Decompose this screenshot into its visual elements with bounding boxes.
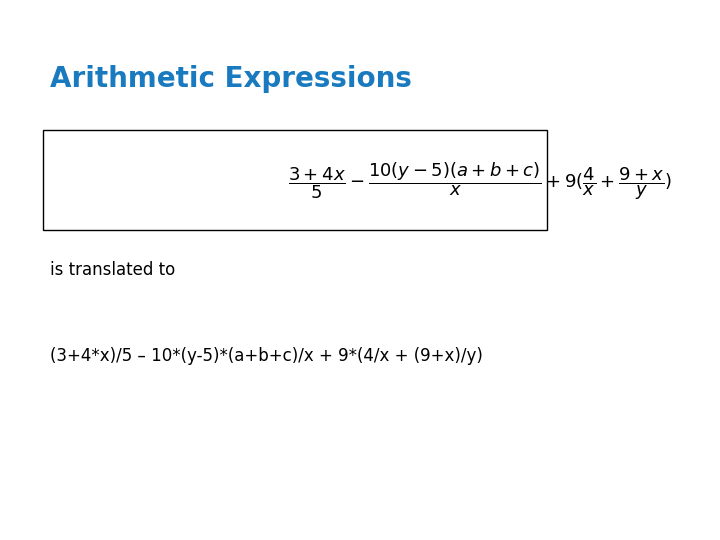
Text: is translated to: is translated to [50, 261, 176, 279]
Text: Arithmetic Expressions: Arithmetic Expressions [50, 65, 413, 93]
Text: $\dfrac{3+4x}{5} - \dfrac{10(y-5)(a+b+c)}{x} + 9(\dfrac{4}{x}+\dfrac{9+x}{y})$: $\dfrac{3+4x}{5} - \dfrac{10(y-5)(a+b+c)… [288, 160, 672, 202]
Text: (3+4*x)/5 – 10*(y-5)*(a+b+c)/x + 9*(4/x + (9+x)/y): (3+4*x)/5 – 10*(y-5)*(a+b+c)/x + 9*(4/x … [50, 347, 483, 366]
FancyBboxPatch shape [43, 130, 547, 230]
